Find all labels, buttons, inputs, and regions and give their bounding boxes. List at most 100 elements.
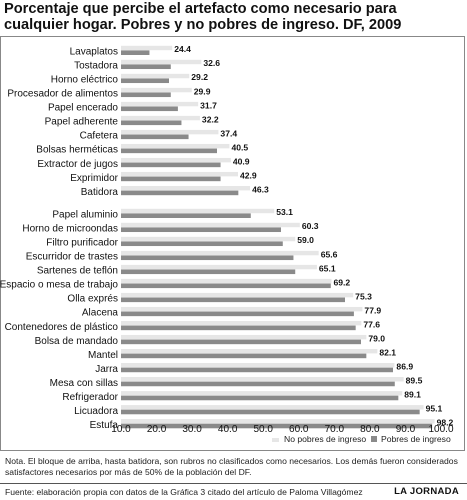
legend-swatch-pobres xyxy=(371,436,377,442)
bar-no-pobres xyxy=(121,115,200,121)
bar-no-pobres xyxy=(121,278,332,284)
publisher-logo: LA JORNADA xyxy=(394,486,459,497)
category-label: Papel encerado xyxy=(48,103,118,114)
bar-no-pobres xyxy=(121,143,230,149)
category-label: Horno eléctrico xyxy=(51,75,119,86)
bar-pobres xyxy=(121,297,345,303)
category-label: Papel aluminio xyxy=(52,210,118,221)
x-tick-label: 10.0 xyxy=(111,424,131,435)
value-label: 65.6 xyxy=(321,249,338,259)
category-label: Estufa xyxy=(90,420,119,431)
category-label: Procesador de alimentos xyxy=(7,89,118,100)
footer-divider xyxy=(0,483,467,484)
bar-no-pobres xyxy=(121,349,378,354)
chart-title: Porcentaje que percibe el artefacto como… xyxy=(4,1,402,33)
value-label: 98.2 xyxy=(437,418,454,428)
category-label: Olla exprés xyxy=(67,294,118,305)
bar-pobres xyxy=(121,134,189,140)
bar-pobres xyxy=(121,241,283,247)
bar-pobres xyxy=(121,213,251,218)
category-label: Mantel xyxy=(88,350,118,361)
value-label: 69.2 xyxy=(333,277,350,287)
value-label: 82.1 xyxy=(379,347,396,357)
bar-no-pobres xyxy=(121,419,435,424)
value-label: 53.1 xyxy=(276,207,293,217)
bar-no-pobres xyxy=(121,222,300,228)
category-label: Licuadora xyxy=(74,406,118,417)
value-label: 29.9 xyxy=(194,86,211,96)
bar-no-pobres xyxy=(121,334,367,340)
category-label: Batidora xyxy=(81,187,119,198)
bar-no-pobres xyxy=(121,236,296,242)
category-label: Exprimidor xyxy=(70,173,118,184)
category-label: Tostadora xyxy=(74,61,118,72)
chart-note: Nota. El bloque de arriba, hasta batidor… xyxy=(5,456,458,477)
bar-no-pobres xyxy=(121,250,319,256)
bar-no-pobres xyxy=(121,59,202,65)
bar-pobres xyxy=(121,269,296,275)
bar-no-pobres xyxy=(121,45,173,51)
bar-pobres xyxy=(121,409,420,415)
category-label: Papel adherente xyxy=(45,117,119,128)
value-label: 32.2 xyxy=(202,114,219,124)
value-label: 31.7 xyxy=(200,100,217,110)
bar-pobres xyxy=(121,227,281,233)
bar-pobres xyxy=(121,367,393,373)
bar-pobres xyxy=(121,176,221,182)
bar-no-pobres xyxy=(121,73,190,79)
bar-pobres xyxy=(121,148,217,154)
bar-pobres xyxy=(121,120,182,126)
bar-no-pobres xyxy=(121,157,231,163)
category-label: Cafetera xyxy=(80,131,119,142)
bar-pobres xyxy=(121,92,171,98)
value-label: 29.2 xyxy=(191,72,208,82)
bar-pobres xyxy=(121,283,331,289)
legend-swatch-no-pobres xyxy=(272,438,279,442)
bar-no-pobres xyxy=(121,363,395,368)
bar-pobres xyxy=(121,162,221,168)
bar-pobres xyxy=(121,423,433,429)
category-label: Sartenes de teflón xyxy=(37,266,118,277)
value-label: 46.3 xyxy=(252,184,269,194)
x-tick-label: 50.0 xyxy=(253,424,273,435)
bar-pobres xyxy=(121,78,169,84)
value-label: 79.0 xyxy=(368,333,385,343)
value-label: 77.6 xyxy=(363,319,380,329)
value-label: 37.4 xyxy=(220,128,237,138)
bar-no-pobres xyxy=(121,87,192,93)
category-label: Espacio o mesa de trabajo xyxy=(0,280,118,291)
category-label: Extractor de jugos xyxy=(37,159,118,170)
bar-pobres xyxy=(121,325,356,331)
x-tick-label: 40.0 xyxy=(218,424,238,435)
category-label: Escurridor de trastes xyxy=(26,252,118,263)
value-label: 40.5 xyxy=(231,142,248,152)
bar-pobres xyxy=(121,311,354,317)
bar-no-pobres xyxy=(121,101,199,107)
category-label: Bolsas herméticas xyxy=(36,145,118,156)
category-label: Refrigerador xyxy=(62,392,118,403)
bar-pobres xyxy=(121,50,150,55)
x-tick-label: 30.0 xyxy=(182,424,202,435)
bar-pobres xyxy=(121,106,178,112)
value-label: 24.4 xyxy=(174,44,191,54)
bar-no-pobres xyxy=(121,186,251,191)
x-tick-label: 60.0 xyxy=(289,424,309,435)
value-label: 89.1 xyxy=(404,389,421,399)
source-credit: Fuente: elaboración propia con datos de … xyxy=(5,487,363,497)
bar-pobres xyxy=(121,395,399,401)
bar-no-pobres xyxy=(121,264,317,270)
x-tick-label: 70.0 xyxy=(325,424,345,435)
category-label: Bolsa de mandado xyxy=(35,336,119,347)
bar-no-pobres xyxy=(121,292,354,298)
category-label: Horno de microondas xyxy=(22,224,118,235)
bar-no-pobres xyxy=(121,171,238,177)
category-label: Mesa con sillas xyxy=(50,378,118,389)
bar-pobres xyxy=(121,190,239,196)
value-label: 32.6 xyxy=(203,58,220,68)
bar-no-pobres xyxy=(121,391,403,396)
category-label: Filtro purificador xyxy=(46,238,118,249)
value-label: 86.9 xyxy=(396,361,413,371)
bar-chart: Lavaplatos 24.4 Tostadora 32.6 Horno eléctri… xyxy=(0,44,454,444)
bar-pobres xyxy=(121,255,294,261)
value-label: 95.1 xyxy=(426,403,443,413)
